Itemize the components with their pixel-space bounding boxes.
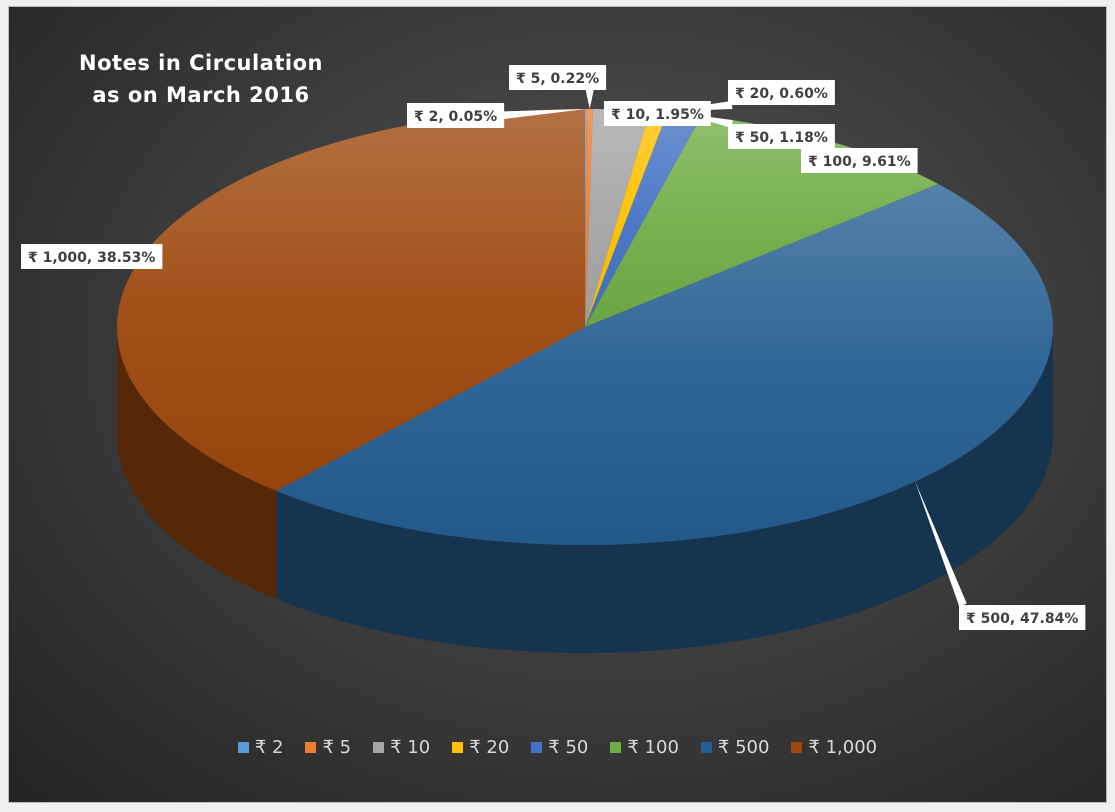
legend-swatch-1	[305, 742, 317, 753]
data-label-1: ₹ 5, 0.22%	[509, 65, 607, 90]
data-label-text-0: ₹ 2, 0.05%	[414, 109, 497, 125]
legend-label-3: ₹ 20	[469, 737, 510, 758]
legend-swatch-0	[237, 742, 249, 753]
legend-item-1: ₹ 5	[305, 737, 351, 758]
data-label-4: ₹ 50, 1.18%	[728, 124, 835, 149]
data-label-text-5: ₹ 100, 9.61%	[808, 154, 911, 170]
legend-label-2: ₹ 10	[390, 737, 431, 758]
chart-area: Notes in Circulation as on March 2016 ₹ …	[8, 6, 1107, 803]
chart-title: Notes in Circulation as on March 2016	[61, 47, 341, 111]
data-label-5: ₹ 100, 9.61%	[801, 148, 918, 173]
pie-side-6	[276, 327, 1054, 653]
legend-item-0: ₹ 2	[237, 737, 284, 758]
data-label-text-2: ₹ 10, 1.95%	[611, 107, 704, 123]
legend-swatch-2	[373, 742, 385, 753]
legend-swatch-6	[700, 742, 712, 753]
data-label-text-6: ₹ 500, 47.84%	[966, 611, 1078, 627]
legend-label-1: ₹ 5	[322, 737, 352, 758]
data-label-box-2	[604, 101, 711, 126]
leader-line-1	[585, 90, 594, 110]
legend-item-5: ₹ 100	[610, 737, 679, 758]
pie-slice-shade-3	[585, 111, 668, 328]
data-label-text-1: ₹ 5, 0.22%	[516, 71, 599, 87]
legend-swatch-4	[531, 742, 543, 753]
legend-swatch-3	[452, 742, 464, 753]
data-label-box-1	[509, 65, 607, 90]
legend-item-7: ₹ 1,000	[791, 737, 877, 758]
data-label-2: ₹ 10, 1.95%	[604, 101, 711, 126]
pie-chart: ₹ 2, 0.05% ₹ 5, 0.22% ₹ 10, 1.95% ₹ 20, 0.6…	[21, 65, 1086, 653]
pie-slice-shade-2	[585, 109, 651, 328]
legend-label-6: ₹ 500	[717, 737, 770, 758]
data-label-box-5	[801, 148, 918, 173]
pie-data-labels: ₹ 2, 0.05% ₹ 5, 0.22% ₹ 10, 1.95% ₹ 20, 0.6…	[21, 65, 1086, 630]
data-label-6: ₹ 500, 47.84%	[959, 605, 1086, 630]
leader-line-0	[499, 109, 586, 120]
pie-slice-shade-7	[116, 109, 585, 491]
data-label-text-3: ₹ 20, 0.60%	[735, 86, 828, 102]
legend-item-2: ₹ 10	[373, 737, 430, 758]
pie-slice-shade-0	[585, 109, 587, 327]
chart-title-line-2: as on March 2016	[92, 83, 310, 107]
pie-slice-shade-6	[276, 183, 1054, 545]
leader-line-6	[915, 481, 967, 607]
pie-sides	[117, 327, 1054, 653]
data-label-3: ₹ 20, 0.60%	[728, 80, 835, 105]
data-label-box-0	[407, 103, 505, 128]
legend-swatch-5	[610, 742, 622, 753]
chart-title-line-1: Notes in Circulation	[79, 51, 323, 75]
pie-tops	[116, 109, 1054, 545]
legend-item-3: ₹ 20	[452, 737, 509, 758]
legend-item-4: ₹ 50	[531, 737, 588, 758]
pie-slice-shade-1	[585, 109, 593, 328]
legend-label-0: ₹ 2	[254, 737, 284, 758]
legend-label-5: ₹ 100	[627, 737, 679, 758]
legend-label-4: ₹ 50	[548, 737, 589, 758]
legend-swatch-7	[791, 742, 803, 753]
data-label-text-7: ₹ 1,000, 38.53%	[28, 250, 155, 266]
data-label-box-4	[728, 124, 835, 149]
data-label-box-7	[21, 244, 163, 269]
pie-side-7	[117, 327, 277, 599]
data-label-0: ₹ 2, 0.05%	[407, 103, 505, 128]
data-label-box-3	[728, 80, 835, 105]
legend-label-7: ₹ 1,000	[808, 737, 878, 758]
data-label-text-4: ₹ 50, 1.18%	[735, 130, 828, 146]
pie-slice-shade-4	[585, 112, 702, 327]
chart-legend: ₹ 2 ₹ 5 ₹ 10 ₹ 20 ₹ 50 ₹ 100 ₹ 500 ₹ 1,000	[9, 737, 1106, 758]
legend-item-6: ₹ 500	[700, 737, 770, 758]
data-label-7: ₹ 1,000, 38.53%	[21, 244, 163, 269]
data-label-box-6	[959, 605, 1086, 630]
